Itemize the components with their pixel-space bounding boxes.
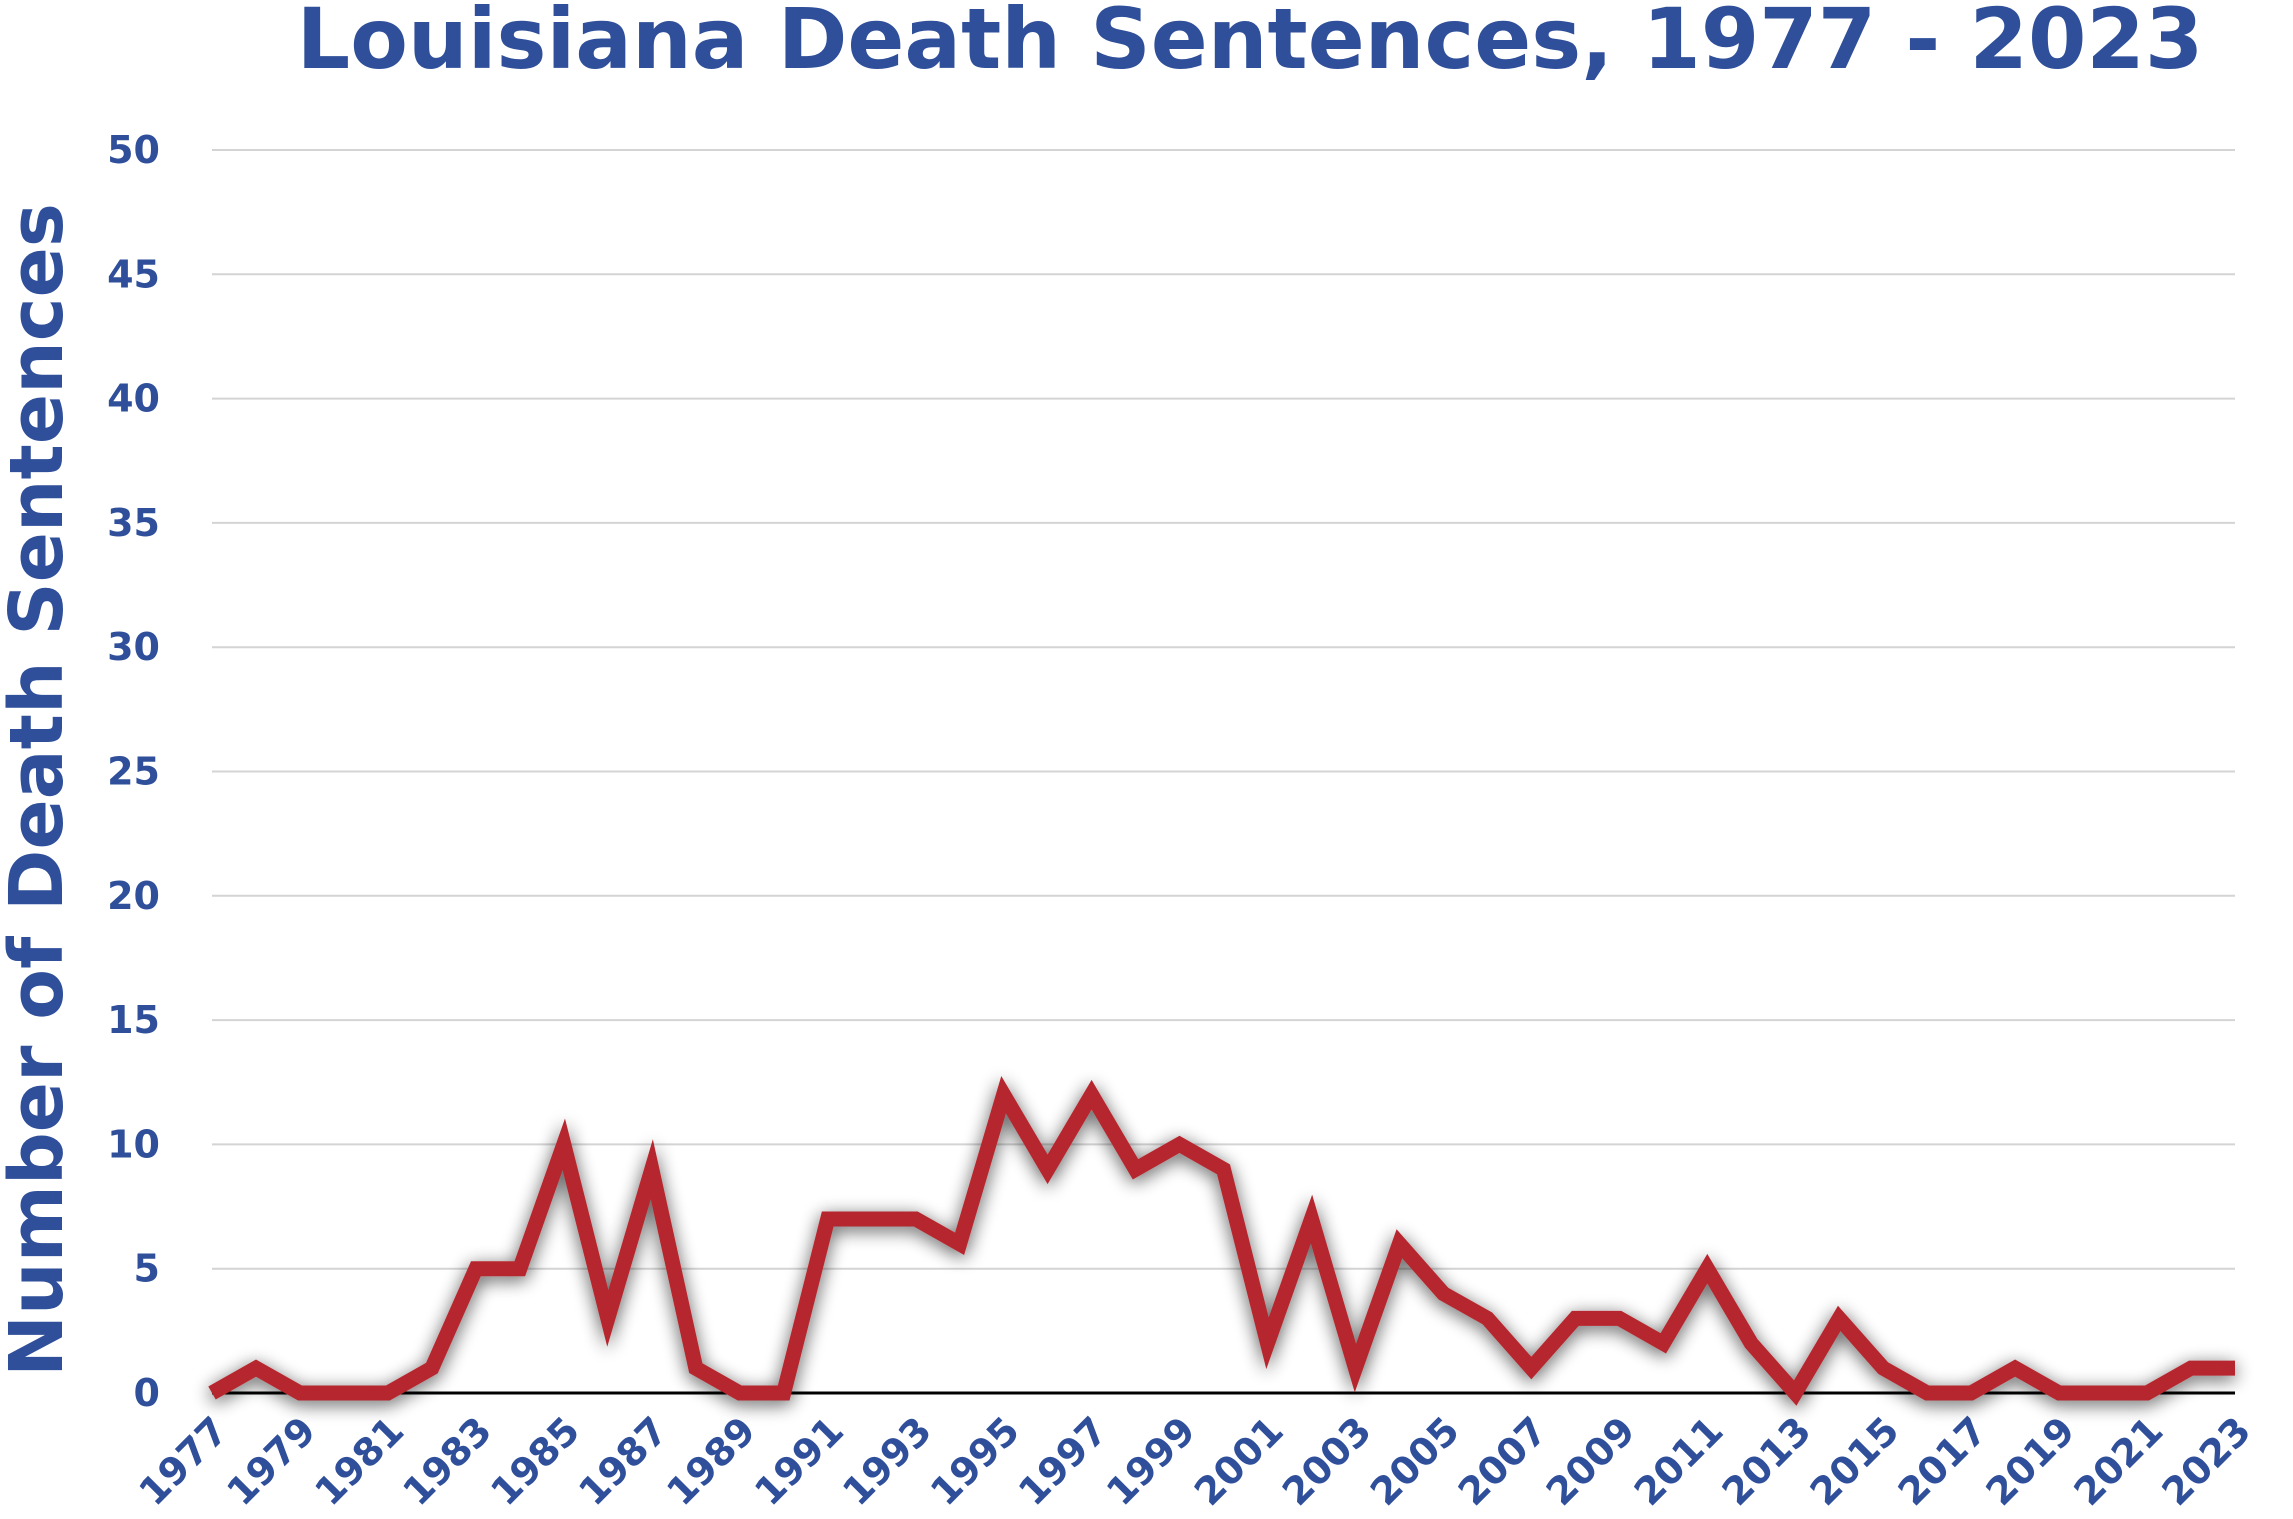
data-point-2016 (1927, 1393, 1928, 1394)
data-point-1993 (915, 1218, 916, 1219)
data-point-2023 (2235, 1368, 2236, 1369)
data-point-2001 (1267, 1343, 1268, 1344)
data-point-2005 (1443, 1293, 1444, 1294)
data-point-1981 (387, 1393, 388, 1394)
y-tick-label-5: 5 (134, 1247, 160, 1291)
y-tick-label-10: 10 (107, 1122, 160, 1166)
data-point-2009 (1619, 1318, 1620, 1319)
x-tick-label-1981: 1981 (306, 1408, 412, 1514)
x-tick-label-1993: 1993 (834, 1408, 940, 1514)
x-tick-label-1977: 1977 (130, 1408, 236, 1514)
y-tick-label-15: 15 (107, 998, 160, 1042)
x-tick-label-2009: 2009 (1538, 1408, 1644, 1514)
x-tick-label-1985: 1985 (482, 1408, 588, 1514)
x-tick-label-1997: 1997 (1010, 1408, 1116, 1514)
data-point-1979 (299, 1393, 300, 1394)
data-point-1999 (1179, 1144, 1180, 1145)
data-point-2022 (2191, 1368, 2192, 1369)
x-tick-label-1979: 1979 (218, 1408, 324, 1514)
data-point-2003 (1355, 1368, 1356, 1369)
x-tick-label-1983: 1983 (394, 1408, 500, 1514)
data-point-2013 (1795, 1393, 1796, 1394)
data-point-2020 (2103, 1393, 2104, 1394)
x-tick-label-2003: 2003 (1274, 1408, 1380, 1514)
x-tick-label-2011: 2011 (1626, 1408, 1732, 1514)
series-line-0 (208, 1076, 2235, 1406)
x-tick-label-2005: 2005 (1362, 1408, 1468, 1514)
data-point-1980 (343, 1393, 344, 1394)
data-point-1991 (827, 1218, 828, 1219)
data-point-1992 (871, 1218, 872, 1219)
y-tick-label-50: 50 (107, 128, 160, 172)
y-tick-label-30: 30 (107, 625, 160, 669)
data-point-2015 (1883, 1368, 1884, 1369)
data-point-2010 (1663, 1343, 1664, 1344)
x-tick-label-1999: 1999 (1098, 1408, 1204, 1514)
y-tick-label-35: 35 (107, 501, 160, 545)
y-tick-labels: 0 5 10 15 20 25 30 35 40 45 50 (107, 128, 160, 1415)
data-point-2019 (2059, 1393, 2060, 1394)
x-tick-label-1991: 1991 (746, 1408, 852, 1514)
x-tick-label-1989: 1989 (658, 1408, 764, 1514)
data-point-2002 (1311, 1218, 1312, 1219)
grid-lines (212, 149, 2235, 1270)
data-point-2021 (2147, 1393, 2148, 1394)
y-axis-label: Number of Death Sentences (0, 203, 80, 1377)
x-tick-label-2007: 2007 (1450, 1408, 1556, 1514)
data-point-2006 (1487, 1318, 1488, 1319)
data-point-2012 (1751, 1343, 1752, 1344)
data-point-2017 (1971, 1393, 1972, 1394)
data-point-1985 (563, 1144, 564, 1145)
y-tick-label-45: 45 (107, 252, 160, 296)
data-point-2011 (1707, 1268, 1708, 1269)
data-point-1995 (1003, 1094, 1004, 1095)
data-point-1977 (212, 1393, 213, 1394)
series-group (208, 1076, 2236, 1406)
data-point-1988 (695, 1368, 696, 1369)
data-point-2008 (1575, 1318, 1576, 1319)
x-tick-labels: 1977197919811983198519871989199119931995… (130, 1408, 2259, 1514)
x-tick-label-2001: 2001 (1186, 1408, 1292, 1514)
data-point-2000 (1223, 1169, 1224, 1170)
data-point-1978 (255, 1368, 256, 1369)
data-point-2004 (1399, 1243, 1400, 1244)
x-tick-label-2021: 2021 (2066, 1408, 2172, 1514)
x-tick-label-2015: 2015 (1802, 1408, 1908, 1514)
data-point-1983 (475, 1268, 476, 1269)
x-tick-label-1987: 1987 (570, 1408, 676, 1514)
chart-title: Louisiana Death Sentences, 1977 - 2023 (297, 0, 2204, 88)
y-tick-label-40: 40 (107, 377, 160, 421)
data-point-1984 (519, 1268, 520, 1269)
data-point-2014 (1839, 1318, 1840, 1319)
data-point-2007 (1531, 1368, 1532, 1369)
data-point-1987 (651, 1169, 652, 1170)
data-point-2018 (2015, 1368, 2016, 1369)
data-point-1990 (783, 1393, 784, 1394)
x-tick-label-2017: 2017 (1890, 1408, 1996, 1514)
data-point-1997 (1091, 1094, 1092, 1095)
data-point-1986 (607, 1318, 608, 1319)
x-tick-label-2013: 2013 (1714, 1408, 1820, 1514)
x-tick-label-1995: 1995 (922, 1408, 1028, 1514)
data-point-1994 (959, 1243, 960, 1244)
x-tick-label-2023: 2023 (2153, 1408, 2259, 1514)
y-tick-label-25: 25 (107, 750, 160, 794)
data-point-1989 (739, 1393, 740, 1394)
data-point-1982 (431, 1368, 432, 1369)
x-tick-label-2019: 2019 (1978, 1408, 2084, 1514)
y-tick-label-20: 20 (107, 874, 160, 918)
data-point-1998 (1135, 1169, 1136, 1170)
data-point-1996 (1047, 1169, 1048, 1170)
y-tick-label-0: 0 (134, 1371, 160, 1415)
